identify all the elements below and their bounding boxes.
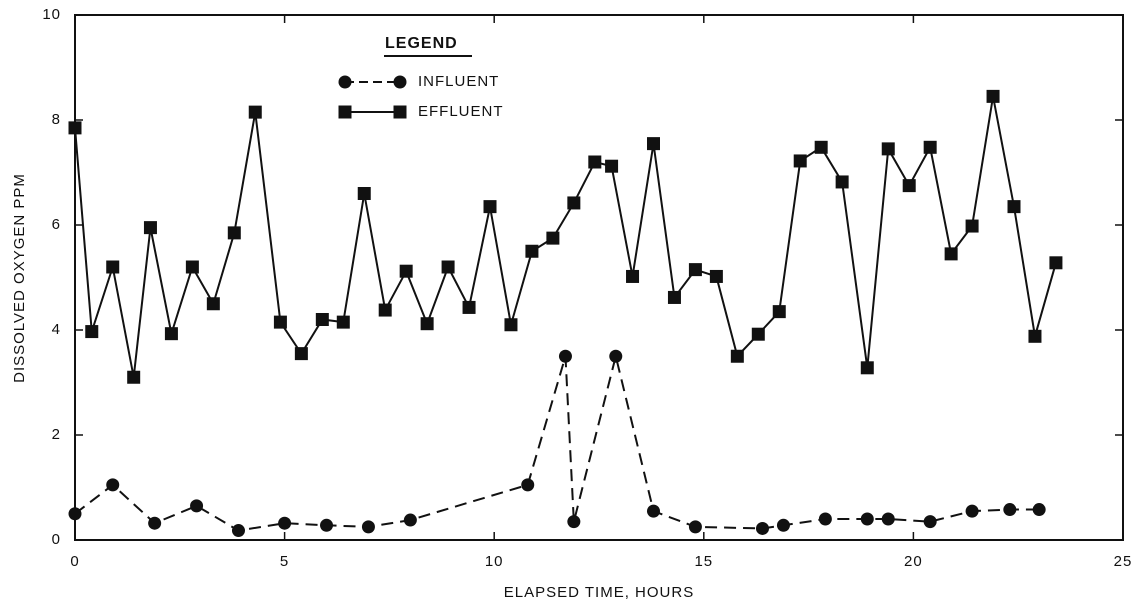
- data-point: [1003, 503, 1017, 517]
- data-point: [609, 349, 623, 363]
- data-point: [1032, 503, 1046, 517]
- x-tick-label: 10: [485, 553, 504, 570]
- data-point: [231, 524, 245, 538]
- data-point: [860, 512, 874, 526]
- legend-title: LEGEND: [385, 35, 458, 52]
- series-line: [74, 355, 1040, 532]
- legend-marker: [338, 105, 352, 119]
- data-point: [814, 140, 828, 154]
- data-point: [1049, 256, 1063, 270]
- data-point: [85, 325, 99, 339]
- data-point: [248, 105, 262, 119]
- data-point: [190, 499, 204, 513]
- data-point: [278, 516, 292, 530]
- data-point: [68, 507, 82, 521]
- data-point: [923, 515, 937, 529]
- x-tick-label: 20: [904, 553, 923, 570]
- data-point: [923, 140, 937, 154]
- data-point: [315, 313, 329, 326]
- x-tick-label: 0: [70, 553, 79, 570]
- data-point: [793, 154, 807, 168]
- data-point: [818, 512, 832, 526]
- data-point: [106, 260, 120, 274]
- data-point: [755, 521, 769, 535]
- data-point: [986, 89, 1000, 103]
- data-point: [751, 327, 765, 341]
- data-point: [462, 300, 476, 314]
- data-point: [646, 504, 660, 518]
- data-point: [605, 159, 619, 173]
- legend-marker: [393, 75, 407, 89]
- data-point: [399, 264, 413, 278]
- data-point: [860, 361, 874, 375]
- legend-label: INFLUENT: [418, 73, 499, 90]
- data-point: [185, 260, 199, 274]
- data-point: [403, 513, 417, 527]
- data-point: [944, 247, 958, 261]
- x-axis-label: ELAPSED TIME, HOURS: [504, 584, 694, 601]
- plot-frame: [74, 14, 1124, 541]
- data-point: [965, 219, 979, 233]
- data-point: [646, 137, 660, 151]
- y-tick-label: 8: [52, 111, 61, 128]
- data-point: [881, 142, 895, 156]
- data-point: [902, 179, 916, 193]
- data-point: [320, 518, 334, 532]
- data-point: [558, 349, 572, 363]
- data-point: [567, 515, 581, 529]
- y-tick-label: 2: [52, 426, 61, 443]
- data-point: [567, 196, 581, 210]
- y-tick-label: 0: [52, 531, 61, 548]
- data-point: [164, 327, 178, 341]
- data-point: [68, 121, 82, 135]
- data-point: [772, 305, 786, 319]
- data-point: [273, 315, 287, 329]
- data-point: [420, 317, 434, 331]
- x-tick-label: 5: [280, 553, 289, 570]
- data-point: [378, 303, 392, 317]
- data-point: [835, 175, 849, 189]
- y-axis-label: DISSOLVED OXYGEN PPM: [11, 173, 28, 383]
- data-point: [336, 315, 350, 329]
- x-tick-label: 25: [1114, 553, 1133, 570]
- data-point: [106, 478, 120, 492]
- data-point: [206, 297, 220, 311]
- data-point: [143, 221, 157, 235]
- data-point: [357, 187, 371, 200]
- data-point: [688, 263, 702, 277]
- data-point: [441, 260, 455, 274]
- data-point: [504, 318, 518, 332]
- data-point: [294, 347, 308, 361]
- data-point: [483, 200, 497, 214]
- data-point: [730, 349, 744, 363]
- series-line: [74, 96, 1057, 378]
- data-point: [127, 370, 141, 384]
- data-point: [546, 231, 560, 245]
- data-point: [525, 244, 539, 258]
- data-point: [667, 290, 681, 304]
- data-point: [1028, 329, 1042, 343]
- data-point: [148, 516, 162, 530]
- legend-marker: [338, 75, 352, 89]
- data-point: [776, 518, 790, 532]
- y-tick-label: 4: [52, 321, 61, 338]
- data-point: [881, 512, 895, 526]
- data-point: [688, 520, 702, 534]
- data-point: [1007, 200, 1021, 214]
- legend-marker: [393, 105, 407, 119]
- y-tick-label: 10: [42, 6, 61, 23]
- data-point: [965, 504, 979, 518]
- data-point: [588, 155, 602, 169]
- data-point: [709, 269, 723, 283]
- data-point: [227, 226, 241, 240]
- x-tick-label: 15: [694, 553, 713, 570]
- data-point: [521, 478, 535, 492]
- y-tick-label: 6: [52, 216, 61, 233]
- legend-label: EFFLUENT: [418, 103, 504, 120]
- data-point: [626, 269, 640, 283]
- data-point: [361, 520, 375, 534]
